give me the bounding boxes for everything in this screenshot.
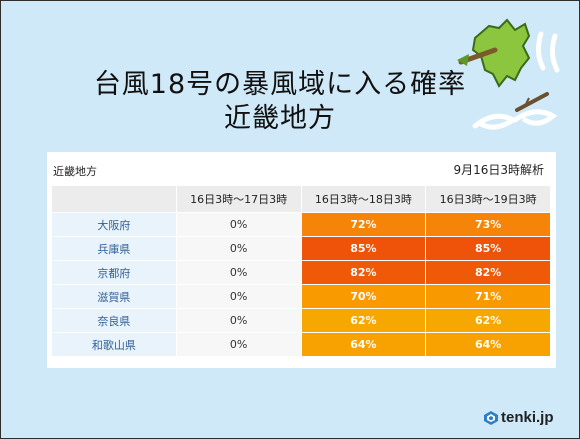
table-header-row: 16日3時～17日3時 16日3時～18日3時 16日3時～19日3時 (51, 185, 551, 213)
typhoon-decoration-icon (457, 18, 560, 130)
probability-table: 16日3時～17日3時 16日3時～18日3時 16日3時～19日3時 大阪府 … (51, 185, 551, 357)
probability-cell: 0% (175, 284, 302, 309)
table-row: 奈良県 0% 62% 62% (51, 308, 551, 333)
tenki-logo-icon (484, 411, 498, 426)
tenki-logo[interactable]: tenki.jp (483, 409, 554, 426)
table-row: 滋賀県 0% 70% 71% (51, 284, 551, 309)
probability-cell: 62% (425, 308, 551, 333)
probability-cell: 72% (300, 212, 427, 237)
probability-cell: 82% (300, 260, 427, 285)
prefecture-link[interactable]: 大阪府 (51, 212, 177, 237)
column-header: 16日3時～17日3時 (175, 185, 302, 213)
probability-cell: 0% (175, 308, 302, 333)
prefecture-link[interactable]: 和歌山県 (51, 332, 177, 357)
probability-cell: 0% (175, 212, 302, 237)
page-title: 台風18号の暴風域に入る確率 (93, 69, 467, 100)
prefecture-link[interactable]: 奈良県 (51, 308, 177, 333)
probability-cell: 73% (425, 212, 551, 237)
prefecture-link[interactable]: 滋賀県 (51, 284, 177, 309)
probability-cell: 0% (175, 332, 302, 357)
probability-cell: 82% (425, 260, 551, 285)
probability-cell: 0% (175, 260, 302, 285)
column-header: 16日3時～19日3時 (425, 185, 551, 213)
probability-cell: 64% (300, 332, 427, 357)
table-row: 兵庫県 0% 85% 85% (51, 236, 551, 261)
probability-card: 近畿地方 9月16日3時解析 16日3時～17日3時 16日3時～18日3時 1… (47, 152, 556, 368)
probability-cell: 85% (425, 236, 551, 261)
analysis-time: 9月16日3時解析 (453, 163, 544, 177)
probability-cell: 0% (175, 236, 302, 261)
region-label: 近畿地方 (53, 165, 97, 178)
page-subtitle: 近畿地方 (224, 103, 336, 134)
logo-text: tenki.jp (501, 409, 554, 426)
probability-cell: 85% (300, 236, 427, 261)
probability-cell: 71% (425, 284, 551, 309)
probability-cell: 70% (300, 284, 427, 309)
prefecture-link[interactable]: 兵庫県 (51, 236, 177, 261)
card-header: 近畿地方 9月16日3時解析 (47, 152, 556, 184)
table-row: 大阪府 0% 72% 73% (51, 212, 551, 237)
column-header: 16日3時～18日3時 (300, 185, 427, 213)
probability-cell: 64% (425, 332, 551, 357)
prefecture-link[interactable]: 京都府 (51, 260, 177, 285)
table-row: 和歌山県 0% 64% 64% (51, 332, 551, 357)
probability-cell: 62% (300, 308, 427, 333)
corner-cell (51, 185, 177, 213)
table-row: 京都府 0% 82% 82% (51, 260, 551, 285)
